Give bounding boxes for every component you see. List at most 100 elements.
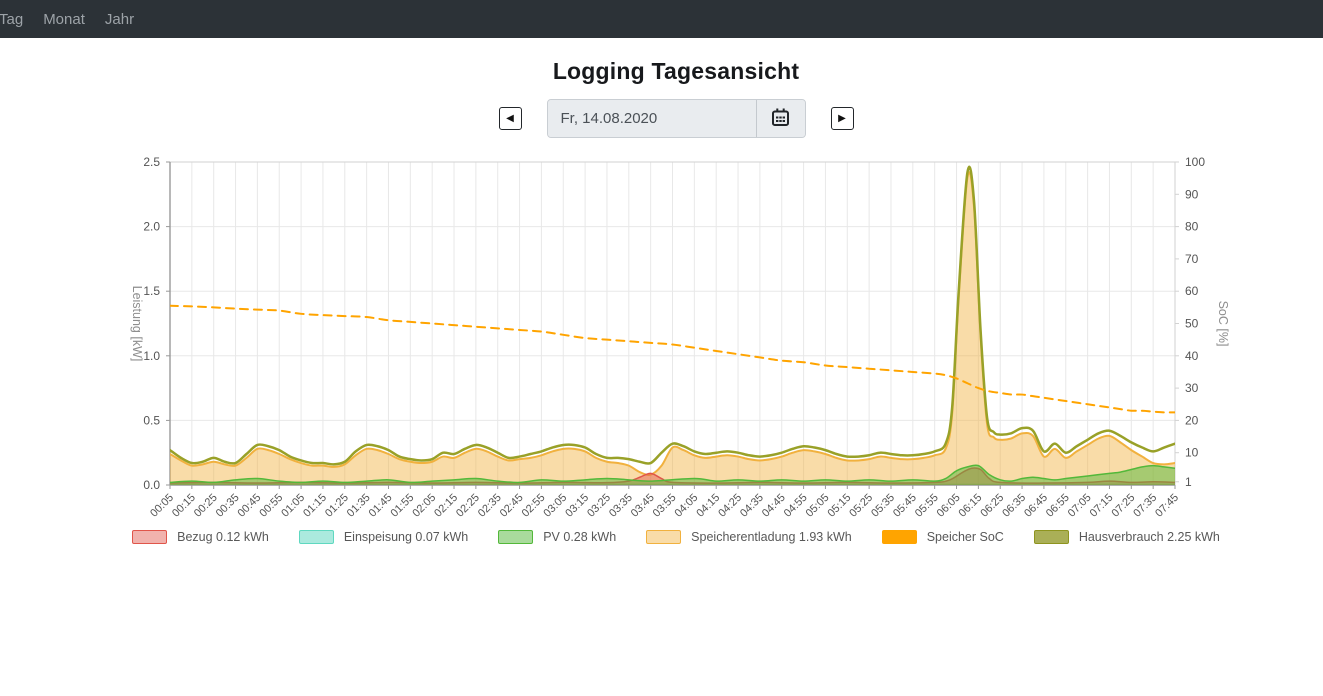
svg-text:2.0: 2.0	[143, 220, 160, 234]
svg-text:90: 90	[1185, 187, 1199, 201]
svg-text:02:35: 02:35	[476, 492, 504, 520]
svg-text:03:35: 03:35	[607, 492, 635, 520]
svg-text:100: 100	[1185, 155, 1205, 169]
nav-item-tag[interactable]: Tag	[0, 10, 24, 28]
svg-text:80: 80	[1185, 220, 1199, 234]
svg-text:04:55: 04:55	[782, 492, 810, 520]
calendar-icon	[770, 107, 791, 131]
svg-text:50: 50	[1185, 317, 1199, 331]
tick-marks	[166, 161, 1179, 489]
svg-text:07:45: 07:45	[1153, 492, 1181, 520]
svg-text:04:45: 04:45	[760, 492, 788, 520]
svg-text:05:05: 05:05	[804, 492, 832, 520]
chart-legend: Bezug 0.12 kWh Einspeisung 0.07 kWh PV 0.2…	[120, 530, 1232, 544]
svg-text:0.5: 0.5	[143, 413, 160, 427]
svg-text:01:35: 01:35	[345, 492, 373, 520]
svg-text:1: 1	[1185, 475, 1192, 489]
calendar-button[interactable]	[755, 100, 805, 137]
legend-swatch	[881, 530, 917, 544]
legend-swatch	[132, 530, 168, 544]
page-title: Logging Tagesansicht	[552, 58, 800, 84]
legend-item: Hausverbrauch 2.25 kWh	[1033, 530, 1220, 544]
svg-text:05:35: 05:35	[869, 492, 897, 520]
legend-label: Speicher SoC	[926, 530, 1004, 544]
date-picker-row: ◀ ▶	[170, 99, 1182, 138]
svg-text:04:35: 04:35	[738, 492, 766, 520]
arrow-left-icon: ◀	[506, 112, 514, 124]
svg-text:02:25: 02:25	[454, 492, 482, 520]
svg-text:03:05: 03:05	[541, 492, 569, 520]
svg-text:06:45: 06:45	[1022, 492, 1050, 520]
svg-text:01:15: 01:15	[301, 492, 329, 520]
svg-text:06:25: 06:25	[978, 492, 1006, 520]
y-right-axis-title: SoC [%]	[1216, 301, 1230, 347]
legend-item: PV 0.28 kWh	[498, 530, 616, 544]
chart-canvas[interactable]: 0.0 0.5 1.0 1.5 2.0 2.5 1 10 20 30 40 50 60 70 80 90 100…	[0, 0, 1323, 560]
svg-text:2.5: 2.5	[143, 155, 160, 169]
svg-text:02:05: 02:05	[410, 492, 438, 520]
arrow-right-icon: ▶	[838, 112, 846, 124]
legend-swatch	[646, 530, 682, 544]
svg-text:05:55: 05:55	[913, 492, 941, 520]
series-line-pv	[170, 464, 1175, 484]
legend-swatch	[498, 530, 534, 544]
svg-text:01:25: 01:25	[323, 492, 351, 520]
legend-label: Speicherentladung 1.93 kWh	[691, 530, 852, 544]
svg-text:05:45: 05:45	[891, 492, 919, 520]
nav-item-jahr[interactable]: Jahr	[104, 10, 135, 28]
svg-text:06:05: 06:05	[935, 492, 963, 520]
next-day-button[interactable]: ▶	[830, 107, 854, 130]
svg-text:00:25: 00:25	[192, 492, 220, 520]
legend-item: Bezug 0.12 kWh	[132, 530, 269, 544]
svg-text:0.0: 0.0	[143, 478, 160, 492]
top-navbar: Tag Monat Jahr	[0, 0, 1323, 38]
svg-text:03:55: 03:55	[651, 492, 679, 520]
svg-text:01:55: 01:55	[388, 492, 416, 520]
legend-item: Speicher SoC	[881, 530, 1004, 544]
svg-text:06:15: 06:15	[957, 492, 985, 520]
svg-text:06:35: 06:35	[1000, 492, 1028, 520]
svg-text:40: 40	[1185, 349, 1199, 363]
series-group	[170, 165, 1175, 485]
svg-text:04:25: 04:25	[716, 492, 744, 520]
svg-text:30: 30	[1185, 381, 1199, 395]
svg-text:07:35: 07:35	[1131, 492, 1159, 520]
svg-text:02:15: 02:15	[432, 492, 460, 520]
svg-text:07:25: 07:25	[1109, 492, 1137, 520]
svg-text:00:35: 00:35	[214, 492, 242, 520]
svg-text:00:15: 00:15	[170, 492, 198, 520]
series-line-hausverbrauch	[170, 165, 1175, 466]
svg-text:20: 20	[1185, 413, 1199, 427]
legend-label: PV 0.28 kWh	[543, 530, 617, 544]
legend-label: Einspeisung 0.07 kWh	[343, 530, 469, 544]
nav-item-monat[interactable]: Monat	[43, 10, 85, 28]
svg-text:70: 70	[1185, 252, 1199, 266]
svg-text:02:45: 02:45	[498, 492, 526, 520]
svg-text:01:45: 01:45	[367, 492, 395, 520]
svg-text:06:55: 06:55	[1044, 492, 1072, 520]
svg-text:04:05: 04:05	[673, 492, 701, 520]
svg-text:05:25: 05:25	[847, 492, 875, 520]
svg-text:00:55: 00:55	[257, 492, 285, 520]
svg-text:02:55: 02:55	[520, 492, 548, 520]
svg-text:07:05: 07:05	[1066, 492, 1094, 520]
svg-text:00:05: 00:05	[148, 492, 176, 520]
date-input-group	[546, 99, 806, 138]
svg-text:04:15: 04:15	[694, 492, 722, 520]
svg-text:01:05: 01:05	[279, 492, 307, 520]
svg-text:10: 10	[1185, 446, 1199, 460]
svg-text:05:15: 05:15	[825, 492, 853, 520]
svg-text:03:45: 03:45	[629, 492, 657, 520]
svg-text:00:45: 00:45	[236, 492, 264, 520]
series-fill-pv	[170, 465, 1175, 485]
svg-text:1.0: 1.0	[143, 349, 160, 363]
svg-text:60: 60	[1185, 284, 1199, 298]
legend-swatch	[1033, 530, 1069, 544]
series-line-speicherentladung	[170, 171, 1175, 476]
svg-text:1.5: 1.5	[143, 284, 160, 298]
legend-label: Bezug 0.12 kWh	[177, 530, 269, 544]
y-left-axis-title: Leistung [kW]	[130, 286, 144, 362]
previous-day-button[interactable]: ◀	[498, 107, 522, 130]
date-input[interactable]	[547, 100, 756, 137]
svg-text:03:25: 03:25	[585, 492, 613, 520]
